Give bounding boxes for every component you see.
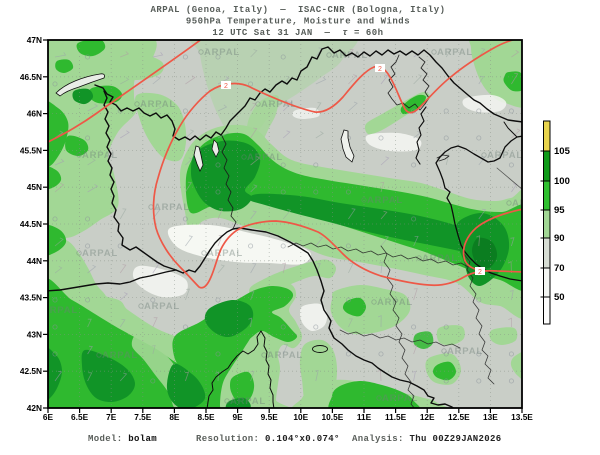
svg-text:ARPAL: ARPAL: [261, 99, 297, 110]
svg-text:2: 2: [478, 269, 482, 276]
svg-text:12.5E: 12.5E: [448, 412, 470, 422]
svg-text:105: 105: [554, 146, 571, 157]
svg-text:ARPAL: ARPAL: [144, 301, 180, 312]
svg-text:ARPAL (Genoa, Italy) — ISAC-: ARPAL (Genoa, Italy) — ISAC-CNR (Bologna…: [150, 5, 445, 15]
svg-text:2: 2: [224, 83, 228, 90]
svg-text:100: 100: [554, 176, 570, 187]
svg-text:7.5E: 7.5E: [134, 412, 152, 422]
svg-text:45.5N: 45.5N: [20, 145, 42, 155]
svg-text:ARPAL: ARPAL: [207, 248, 243, 259]
svg-text:ARPAL: ARPAL: [382, 393, 418, 404]
svg-text:ARPAL: ARPAL: [487, 150, 523, 161]
svg-text:6E: 6E: [43, 412, 54, 422]
svg-text:9.5E: 9.5E: [261, 412, 279, 422]
svg-text:6.5E: 6.5E: [71, 412, 89, 422]
svg-text:44.5N: 44.5N: [20, 219, 42, 229]
svg-text:45N: 45N: [27, 182, 42, 192]
svg-text:70: 70: [554, 263, 565, 274]
svg-text:ARPAL: ARPAL: [102, 350, 138, 361]
svg-text:95: 95: [554, 205, 565, 216]
svg-text:ARPAL: ARPAL: [42, 305, 78, 316]
svg-text:47N: 47N: [27, 35, 42, 45]
svg-text:12E: 12E: [420, 412, 435, 422]
svg-text:ARPAL: ARPAL: [140, 99, 176, 110]
svg-text:Resolution: 0.104°x0.074°: Resolution: 0.104°x0.074°: [196, 434, 340, 444]
svg-text:44N: 44N: [27, 256, 42, 266]
svg-text:46.5N: 46.5N: [20, 72, 42, 82]
svg-text:7E: 7E: [106, 412, 117, 422]
svg-text:12 UTC Sat 31 JAN — τ = 60h: 12 UTC Sat 31 JAN — τ = 60h: [212, 28, 383, 38]
svg-text:ARPAL: ARPAL: [367, 195, 403, 206]
svg-text:42N: 42N: [27, 403, 42, 413]
svg-text:ARPAL: ARPAL: [204, 47, 240, 58]
svg-text:ARPAL: ARPAL: [230, 396, 266, 407]
svg-text:13E: 13E: [483, 412, 498, 422]
svg-text:43.5N: 43.5N: [20, 293, 42, 303]
svg-text:950hPa Temperature, Moisture a: 950hPa Temperature, Moisture and Winds: [186, 17, 410, 27]
svg-text:ARPAL: ARPAL: [437, 47, 473, 58]
svg-text:50: 50: [554, 292, 565, 303]
svg-text:11E: 11E: [357, 412, 372, 422]
svg-text:ARPAL: ARPAL: [82, 150, 118, 161]
svg-text:ARPAL: ARPAL: [377, 297, 413, 308]
svg-text:8.5E: 8.5E: [197, 412, 215, 422]
svg-text:43N: 43N: [27, 329, 42, 339]
svg-text:ARPAL: ARPAL: [447, 346, 483, 357]
svg-text:ARPAL: ARPAL: [332, 50, 368, 61]
svg-text:ARPAL: ARPAL: [82, 248, 118, 259]
svg-text:2: 2: [378, 66, 382, 73]
svg-text:46N: 46N: [27, 109, 42, 119]
svg-text:42.5N: 42.5N: [20, 366, 42, 376]
svg-text:11.5E: 11.5E: [385, 412, 407, 422]
svg-text:ARPAL: ARPAL: [154, 202, 190, 213]
svg-text:9E: 9E: [233, 412, 244, 422]
svg-text:ARPAL: ARPAL: [247, 152, 283, 163]
svg-text:ARPAL: ARPAL: [422, 253, 458, 264]
svg-text:8E: 8E: [169, 412, 180, 422]
svg-text:13.5E: 13.5E: [511, 412, 533, 422]
svg-text:ARPAL: ARPAL: [267, 350, 303, 361]
svg-text:Analysis: Thu 00Z29JAN2026: Analysis: Thu 00Z29JAN2026: [352, 434, 502, 444]
svg-text:10E: 10E: [293, 412, 308, 422]
svg-text:90: 90: [554, 233, 565, 244]
svg-text:ARPAL: ARPAL: [512, 198, 548, 209]
svg-text:10.5E: 10.5E: [322, 412, 344, 422]
svg-text:Model: bolam: Model: bolam: [88, 434, 157, 444]
